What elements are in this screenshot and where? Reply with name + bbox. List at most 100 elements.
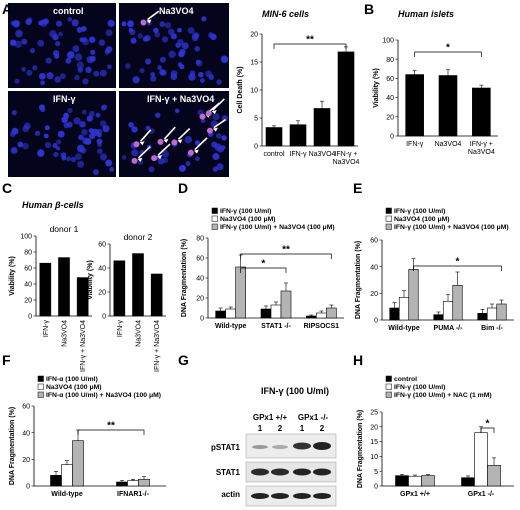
x-tick-label: Wild-type [388,325,420,332]
chart-panel-c: donor 1 0 20 40 60 80 100 Viability (%) IFN-γ Na3… [9,224,92,372]
nucleus [67,17,73,22]
legend-swatch [385,375,392,382]
x-tick-label: IFN-γ + Na3VO4 [80,320,87,372]
nucleus [74,74,80,81]
nucleus [77,67,84,73]
nucleus [64,115,69,120]
legend-label: IFN-α (100 U/ml) + Na3VO4 (100 μM) [46,392,161,399]
bar [127,480,139,487]
bar [113,260,126,317]
x-tick-label: IFNAR1-/- [117,491,150,498]
nucleus [93,70,100,77]
arrow-head-icon [139,141,145,146]
bar [398,297,410,321]
nucleus [145,58,152,65]
nucleus [78,134,84,141]
nucleus [187,27,195,34]
y-tick-label: 0 [374,484,378,491]
arrow-head-icon [193,149,199,154]
nucleus [52,50,60,57]
legend-label: IFN-γ (100 U/ml) + Na3VO4 (100 μM) [220,224,335,231]
y-tick-label: 60 [196,256,204,263]
nucleus [195,156,200,161]
y-tick-label: 0 [28,314,32,321]
y-axis-label: DNA Fragmentation (%) [181,239,188,317]
nucleus [89,110,95,117]
y-tick-label: 100 [20,234,32,241]
nucleus [97,148,103,154]
bar [438,75,458,137]
nucleus [46,72,54,80]
nucleus [29,48,36,54]
bar [477,313,488,321]
nucleus [26,69,33,76]
chart-panel-f: 0 20 40 60 DNA Fragmentation (%) IFN-α (100 U… [9,375,166,498]
arrow-head-icon [157,155,163,160]
nucleus [221,135,227,141]
nucleus [178,50,185,58]
micrograph-label: IFN-γ [53,94,76,104]
nucleus [200,78,205,83]
y-tick-label: 10 [370,454,378,461]
blot-lane-3: 1 [300,424,305,433]
nucleus [58,31,63,37]
nucleus [15,29,23,38]
dead-cell [187,149,194,156]
panel-label-h: H [353,352,363,368]
nucleus [37,149,45,157]
blot-band [272,445,288,449]
panel-label-d: D [178,180,188,196]
y-tick-label: 80 [24,250,32,257]
nucleus [162,157,169,163]
arrow-head-icon [137,157,143,162]
y-tick-label: 60 [386,76,394,83]
bar [150,273,163,317]
y-tick-label: 20 [370,291,378,298]
nucleus [56,20,63,27]
arrow-head-icon [212,127,218,132]
y-tick-label: 5 [374,469,378,476]
blot-band [293,493,311,499]
chart-panel-d: 0 20 40 60 80 DNA Fragmentation (%) IFN-γ (100… [181,207,344,330]
y-axis-label: Viability (%) [9,256,16,296]
x-tick-label: GPx1 +/+ [400,491,430,498]
nucleus [60,152,67,159]
nucleus [56,139,62,145]
bar [72,440,84,487]
legend-swatch [37,383,44,390]
nucleus [93,169,99,175]
nucleus [148,166,155,173]
y-tick-label: 0 [254,144,258,151]
nucleus [90,49,96,55]
nucleus [168,50,176,58]
bar [260,308,272,319]
bar [138,479,150,487]
dead-cell [199,113,206,120]
dead-cell [206,127,213,134]
y-axis-label: Viability (%) [87,260,94,300]
x-tick-label: STAT1 -/- [261,323,291,330]
nucleus [170,70,178,77]
dead-cell [171,139,178,146]
y-tick-label: 25 [370,410,378,417]
x-tick-label: IFN-γ + [334,151,357,158]
nucleus [167,28,175,36]
y-tick-label: 80 [386,57,394,64]
chart-panel-e: 0 20 40 60 DNA Fragmentation (%) IFN-γ (100 U… [355,207,514,332]
nucleus [97,142,102,147]
y-tick-label: 20 [370,424,378,431]
x-tick-label: Wild-type [51,491,83,498]
blot-band [271,468,289,476]
nucleus [157,65,162,70]
legend-label: Na3VO4 (100 μM) [220,216,276,223]
nucleus [177,27,182,33]
nucleus [86,115,93,122]
x-tick-label: control [263,151,284,158]
nucleus [149,128,155,134]
nucleus [70,156,77,163]
nucleus [161,36,169,43]
nucleus [179,64,185,70]
legend-label: IFN-γ (100 U/ml) [394,384,445,391]
nucleus [164,22,172,29]
nucleus [105,29,113,37]
